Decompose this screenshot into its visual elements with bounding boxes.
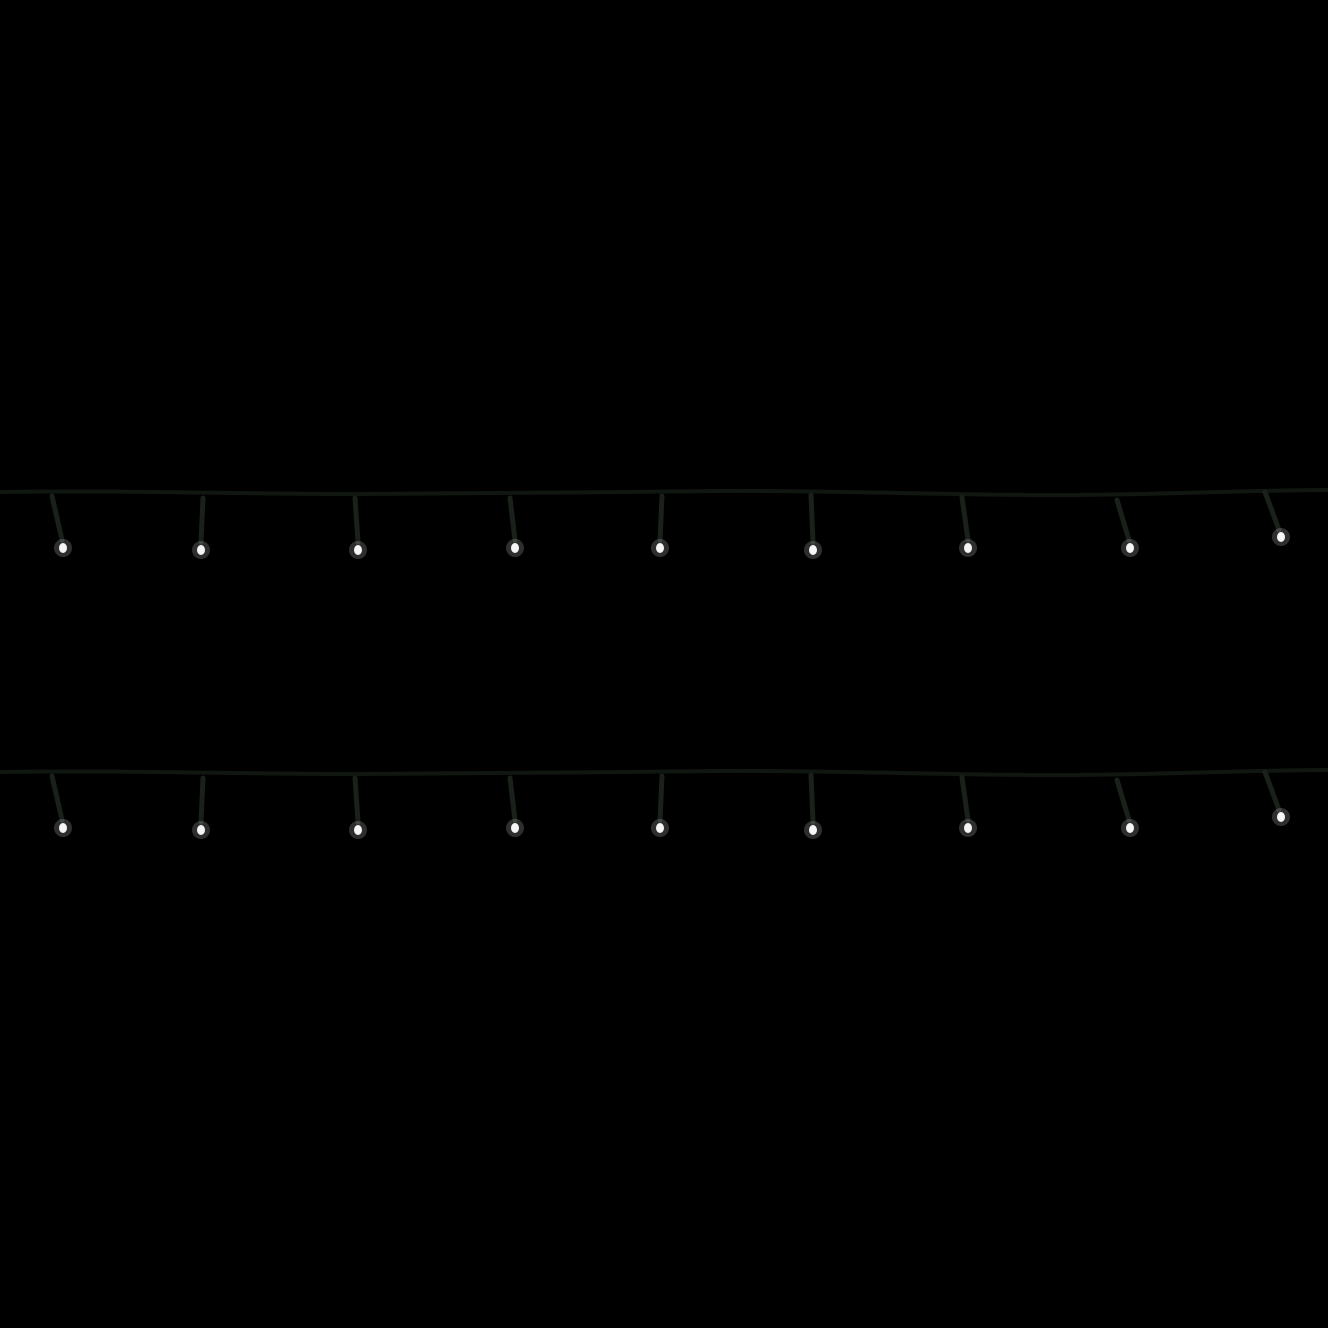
page: String lights {} html, body { margin: 0;…: [0, 0, 1328, 1328]
page-body: [0, 0, 1328, 1328]
background: [0, 0, 1328, 1328]
photo: [0, 0, 1328, 1328]
